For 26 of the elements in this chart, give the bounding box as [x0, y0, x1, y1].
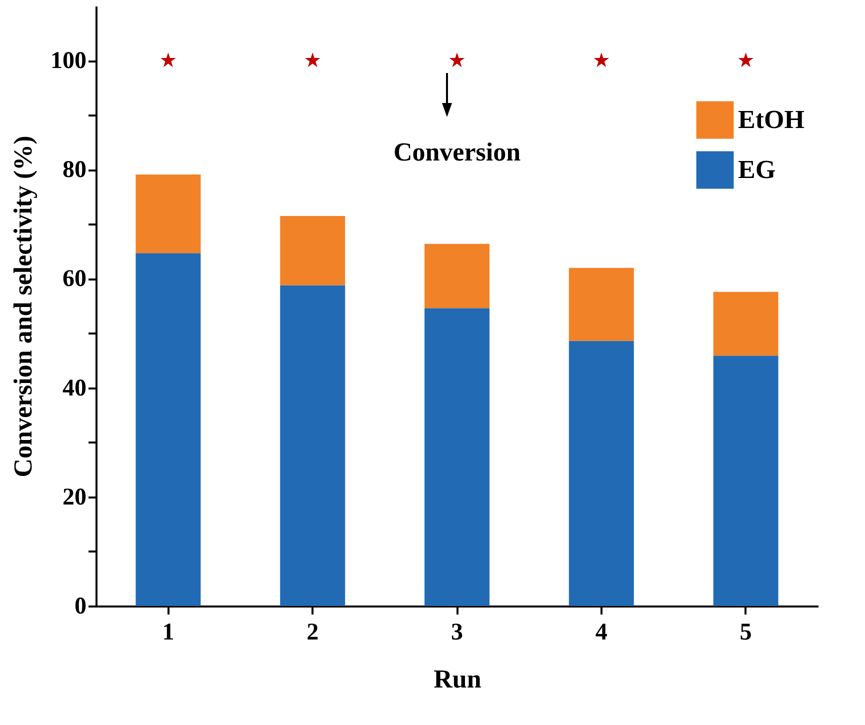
x-axis-title: Run: [434, 664, 482, 694]
bar: [568, 268, 634, 341]
bar: [568, 340, 634, 606]
x-tick-label: 1: [162, 620, 174, 646]
y-axis-title: Conversion and selectivity (%): [8, 136, 38, 478]
annotation: Conversion: [393, 138, 522, 167]
x-tick-label: 5: [740, 620, 752, 646]
bar: [136, 174, 201, 254]
y-tick-label: 60: [62, 266, 86, 292]
x-tick-label: 2: [306, 620, 319, 646]
bar: [136, 253, 201, 606]
bar: [280, 216, 346, 286]
y-tick-label: 100: [50, 48, 86, 74]
x-tick-label: 3: [451, 620, 463, 646]
y-tick-label: 20: [62, 484, 86, 510]
bar: [424, 308, 490, 606]
x-tick-label: 4: [595, 620, 608, 646]
bar: [713, 292, 778, 356]
bar: [280, 285, 346, 606]
y-tick-label: 40: [62, 375, 86, 402]
bar: [713, 356, 778, 606]
legend-label: EG: [738, 155, 776, 184]
y-tick-label: 0: [74, 594, 86, 620]
y-tick-label: 80: [62, 157, 86, 184]
bar: [424, 244, 490, 308]
legend-label: EtOH: [738, 105, 804, 134]
